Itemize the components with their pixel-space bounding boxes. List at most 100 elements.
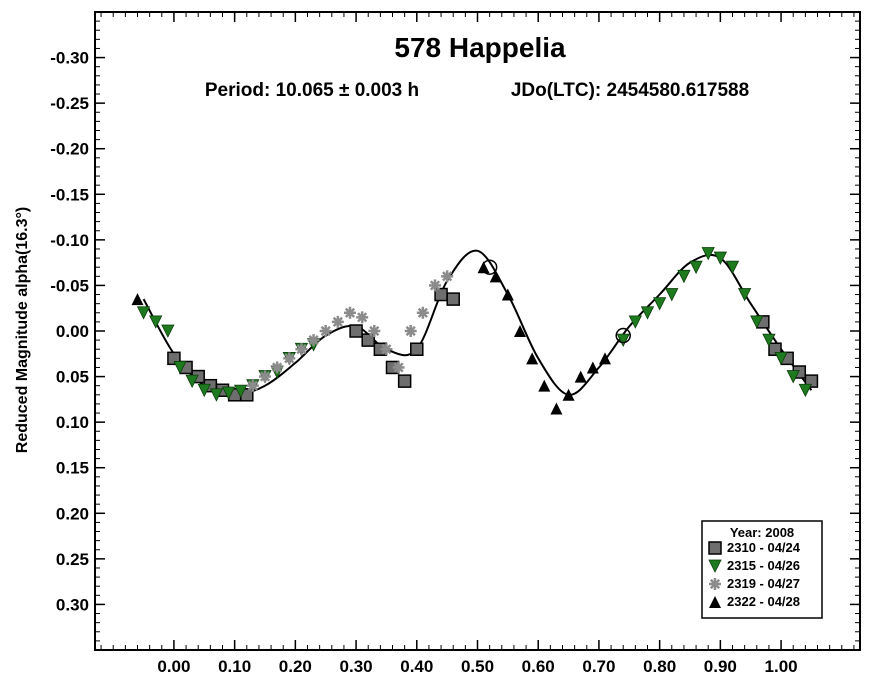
data-point	[725, 260, 740, 275]
x-tick-label: 1.00	[765, 657, 798, 676]
data-point	[798, 383, 813, 398]
annotation-markers	[481, 259, 631, 344]
legend-title: Year: 2008	[730, 525, 794, 540]
x-tick-label: 0.00	[157, 657, 190, 676]
y-axis-label: Reduced Magnitude alpha(16.3°)	[14, 207, 31, 453]
chart-subtitle-period: Period: 10.065 ± 0.003 h	[205, 80, 419, 101]
data-point	[616, 333, 630, 348]
y-tick-label: 0.10	[56, 413, 89, 432]
data-point	[131, 293, 144, 306]
data-point	[404, 325, 417, 337]
x-tick-label: 0.70	[582, 657, 615, 676]
x-tick-label: 0.40	[400, 657, 433, 676]
data-point	[526, 352, 539, 365]
data-point	[368, 325, 381, 337]
data-point	[689, 260, 703, 275]
data-point	[550, 402, 563, 415]
y-tick-label: 0.05	[56, 368, 89, 387]
data-point	[501, 288, 514, 301]
data-point	[786, 370, 800, 384]
data-point	[477, 261, 490, 274]
data-point	[161, 324, 175, 338]
data-point	[234, 384, 248, 399]
legend-label: 2315 - 04/26	[727, 558, 800, 573]
legend-box	[701, 520, 823, 619]
chart-subtitle-epoch: JDo(LTC): 2454580.617588	[511, 80, 749, 101]
data-point	[652, 297, 667, 311]
x-tick-label: 0.50	[461, 657, 494, 676]
y-tick-label: -0.20	[50, 140, 89, 159]
data-point	[136, 306, 151, 320]
y-tick-label: 0.00	[56, 322, 89, 341]
data-point	[209, 388, 224, 402]
data-point	[246, 379, 259, 392]
legend-marker	[709, 596, 721, 608]
chart-title: 578 Happelia	[394, 32, 566, 63]
data-point	[331, 315, 344, 328]
data-point	[356, 311, 369, 324]
y-tick-label: 0.15	[56, 459, 89, 478]
annotation-circle	[481, 259, 498, 275]
data-point	[599, 352, 611, 365]
data-point	[677, 269, 691, 284]
data-point	[774, 351, 788, 366]
data-point	[538, 379, 551, 392]
legend-marker	[708, 559, 722, 573]
legend-marker	[708, 541, 722, 555]
x-tick-label: 0.20	[279, 657, 312, 676]
y-tick-label: -0.25	[50, 94, 89, 113]
data-point	[307, 334, 320, 347]
data-point	[737, 288, 752, 302]
legend-label: 2319 - 04/27	[727, 576, 800, 591]
data-point	[750, 315, 764, 329]
data-point	[197, 383, 211, 398]
data-point	[319, 325, 332, 337]
legend-marker	[709, 578, 721, 590]
data-point	[344, 306, 356, 319]
data-point	[416, 306, 429, 319]
legend-label: 2322 - 04/28	[727, 594, 800, 609]
data-point	[185, 374, 199, 389]
x-tick-label: 0.60	[522, 657, 555, 676]
x-tick-label: 0.30	[340, 657, 373, 676]
y-tick-label: -0.10	[50, 231, 89, 250]
data-point	[410, 342, 424, 356]
x-tick-label: 0.80	[643, 657, 676, 676]
data-point	[446, 292, 460, 306]
y-tick-label: 0.20	[56, 504, 89, 523]
data-point	[562, 388, 575, 401]
data-point	[434, 287, 448, 302]
data-point	[173, 361, 187, 375]
legend-label: 2310 - 04/24	[727, 540, 801, 555]
data-point	[349, 324, 363, 338]
data-point	[586, 361, 599, 374]
y-axis-ticks: -0.30 -0.25 -0.20 -0.15 -0.10 -0.05 0.00 0.05 0.…	[50, 11, 860, 651]
annotation-circle	[615, 327, 631, 344]
data-point	[361, 333, 375, 347]
legend: Year: 2008 2310 - 04/24 2315 - 04/26 2319 …	[701, 520, 823, 619]
data-point	[713, 251, 728, 265]
data-point	[392, 361, 405, 374]
data-point	[259, 370, 271, 383]
data-point	[283, 352, 296, 365]
x-axis-ticks: 0.00 0.10 0.20 0.30 0.40 0.50 0.60 0.70 0.80 0.90…	[100, 12, 855, 676]
data-point	[441, 270, 454, 283]
data-point	[628, 315, 643, 329]
data-point	[397, 374, 412, 388]
y-tick-label: 0.25	[56, 550, 89, 569]
data-point	[149, 315, 163, 329]
x-tick-label: 0.90	[704, 657, 737, 676]
data-point	[271, 361, 284, 374]
y-tick-label: -0.30	[50, 49, 89, 68]
y-tick-label: -0.05	[50, 276, 89, 295]
y-tick-label: 0.30	[56, 595, 89, 614]
y-tick-label: -0.15	[50, 185, 89, 204]
data-point	[574, 370, 587, 383]
data-point	[221, 386, 236, 400]
data-point	[429, 279, 441, 292]
data-point	[295, 343, 308, 356]
data-point	[380, 343, 393, 356]
data-point	[762, 333, 776, 348]
data-point	[514, 325, 526, 337]
